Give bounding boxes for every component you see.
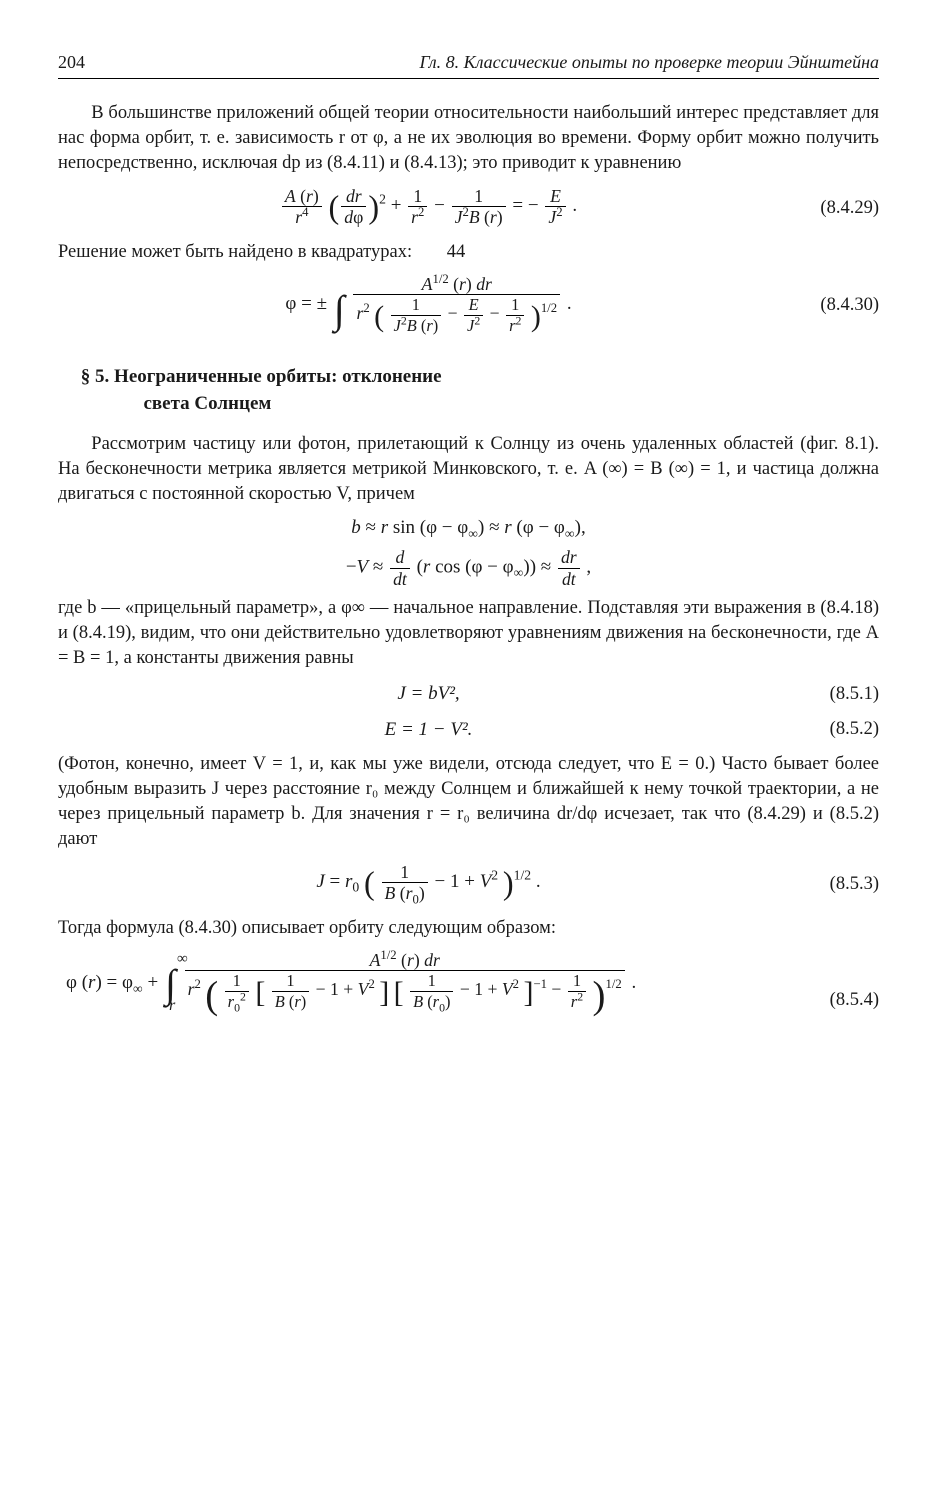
equation-8-5-1: J = bV², (8.5.1) xyxy=(58,681,879,707)
equation-V-approx: −V ≈ ddt (r cos (φ − φ∞)) ≈ drdt , xyxy=(58,548,879,588)
equation-8-5-3: J = r0 ( 1B (r0) − 1 + V2 )1/2 . (8.5.3) xyxy=(58,862,879,906)
equation-8-4-29: A (r)r4 (drdφ)2 + 1r2 − 1J2B (r) = − EJ2… xyxy=(58,186,879,230)
section-heading: § 5. Неограниченные орбиты: отклонение с… xyxy=(58,364,879,417)
paragraph-4: где b — «прицельный параметр», а φ∞ — на… xyxy=(58,596,879,671)
equation-body: φ = ± ∫ A1/2 (r) dr r2 ( 1J2B (r) − EJ2 … xyxy=(58,275,799,337)
running-title: Гл. 8. Классические опыты по проверке те… xyxy=(420,50,879,74)
equation-8-5-4: φ (r) = φ∞ + ∞ ∫ r A1/2 (r) dr r2 ( 1r02… xyxy=(58,951,879,1017)
equation-8-4-30: φ = ± ∫ A1/2 (r) dr r2 ( 1J2B (r) − EJ2 … xyxy=(58,275,879,337)
equation-number: (8.5.2) xyxy=(799,717,879,742)
section-line2: света Солнцем xyxy=(121,391,879,418)
equation-number: (8.5.4) xyxy=(799,988,879,1017)
paragraph-6: Тогда формула (8.4.30) описывает орбиту … xyxy=(58,916,879,941)
paragraph-5: (Фотон, конечно, имеет V = 1, и, как мы … xyxy=(58,752,879,852)
paragraph-2: Решение может быть найдено в квадратурах… xyxy=(58,240,879,265)
equation-number: (8.5.1) xyxy=(799,682,879,707)
equation-body: φ (r) = φ∞ + ∞ ∫ r A1/2 (r) dr r2 ( 1r02… xyxy=(58,951,799,1017)
equation-number: (8.4.29) xyxy=(799,196,879,221)
note-44: 44 xyxy=(447,240,466,265)
paragraph-1: В большинстве приложений общей теории от… xyxy=(58,101,879,176)
equation-number: (8.5.3) xyxy=(799,872,879,897)
page-header: 204 Гл. 8. Классические опыты по проверк… xyxy=(58,50,879,79)
section-line1: § 5. Неограниченные орбиты: отклонение xyxy=(81,366,442,387)
equation-body: J = bV², xyxy=(58,681,799,707)
page-number: 204 xyxy=(58,50,85,74)
equation-8-5-2: E = 1 − V². (8.5.2) xyxy=(58,717,879,743)
paragraph-2-text: Решение может быть найдено в квадратурах… xyxy=(58,242,412,262)
paragraph-3: Рассмотрим частицу или фотон, прилетающи… xyxy=(58,432,879,507)
equation-body: J = r0 ( 1B (r0) − 1 + V2 )1/2 . xyxy=(58,862,799,906)
equation-number: (8.4.30) xyxy=(799,293,879,318)
equation-body: A (r)r4 (drdφ)2 + 1r2 − 1J2B (r) = − EJ2… xyxy=(58,186,799,230)
equation-body: E = 1 − V². xyxy=(58,717,799,743)
equation-b-approx: b ≈ r sin (φ − φ∞) ≈ r (φ − φ∞), xyxy=(58,515,879,541)
